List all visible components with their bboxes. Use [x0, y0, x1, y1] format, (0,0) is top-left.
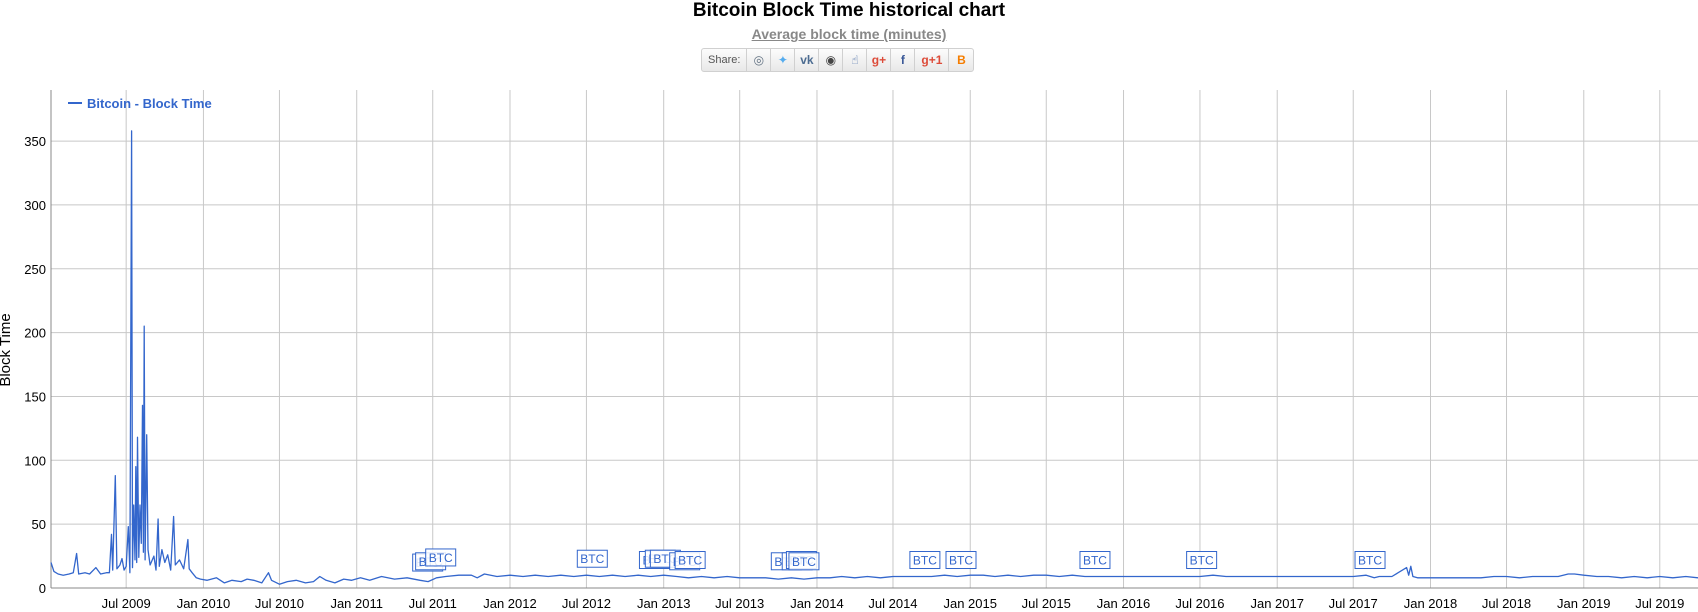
blogger-icon[interactable]: B [957, 53, 966, 67]
annotation-flag-label: BTC [580, 552, 604, 566]
facebook-icon[interactable]: f [891, 49, 916, 71]
x-tick-label: Jul 2017 [1329, 596, 1378, 611]
annotation-flag-box [945, 551, 977, 570]
annotation-flag-box [909, 551, 941, 570]
reddit-icon[interactable]: ◎ [747, 49, 772, 71]
y-axis: 0 50 100 150 200 250 300 350 [24, 90, 52, 596]
x-tick-label: Jul 2010 [255, 596, 304, 611]
like-icon[interactable]: ☝ [843, 49, 868, 71]
annotation-flag: BTC [1186, 551, 1218, 570]
y-tick-label: 50 [32, 517, 46, 532]
x-tick-label: Jul 2012 [562, 596, 611, 611]
y-tick-label: 250 [24, 262, 46, 277]
x-tick-label: Jul 2014 [868, 596, 917, 611]
annotation-flag-box [1354, 551, 1386, 570]
annotation-flags: BTCBTCBTCBTCBTCBTCBTCBTCBTCBTCBTCBTCBTCB… [412, 548, 1386, 572]
annotation-flag-label: BTC [1083, 554, 1107, 568]
annotation-flag-box [1186, 551, 1218, 570]
x-tick-label: Jan 2019 [1557, 596, 1611, 611]
annotation-flag-box [788, 552, 820, 571]
share-bar: Share: ◎ ✦ vk ◉ ☝ g+ f g+1 B [701, 48, 975, 72]
share-label: Share: [702, 49, 748, 71]
annotation-flag-label: BTC [792, 555, 816, 569]
grid [51, 90, 1698, 589]
x-tick-label: Jan 2010 [177, 596, 231, 611]
weibo-icon[interactable]: ◉ [819, 49, 844, 71]
chart-subtitle[interactable]: Average block time (minutes) [751, 26, 947, 42]
x-tick-label: Jan 2011 [330, 596, 383, 611]
legend-label[interactable]: Bitcoin - Block Time [87, 96, 212, 111]
x-tick-label: Jul 2015 [1022, 596, 1071, 611]
annotation-flag-label: BTC [913, 554, 937, 568]
x-tick-label: Jan 2018 [1404, 596, 1458, 611]
x-axis: Jul 2009 Jan 2010 Jul 2010 Jan 2011 Jul 2011… [51, 587, 1698, 611]
y-tick-label: 350 [24, 134, 46, 149]
x-tick-label: Jul 2019 [1635, 596, 1684, 611]
y-tick-label: 200 [24, 326, 46, 341]
x-tick-label: Jan 2015 [943, 596, 997, 611]
annotation-flag-label: BTC [1190, 554, 1214, 568]
vk-icon[interactable]: vk [795, 49, 820, 71]
google-plus-one-icon[interactable]: g+1 [915, 49, 950, 71]
x-tick-label: Jul 2009 [102, 596, 151, 611]
annotation-flag: BTC [945, 551, 977, 570]
annotation-flag: BTC [576, 549, 608, 568]
annotation-flag-label: BTC [429, 551, 453, 565]
annotation-flag-label: BTC [949, 554, 973, 568]
x-tick-label: Jan 2012 [483, 596, 537, 611]
y-axis-label: Block Time [0, 313, 14, 386]
series-line-group [50, 130, 1698, 585]
x-tick-label: Jul 2013 [715, 596, 764, 611]
annotation-flag: BTC [1079, 551, 1111, 570]
annotation-flag: BTC [1354, 551, 1386, 570]
annotation-flag-box [674, 551, 706, 570]
annotation-flag-box [1079, 551, 1111, 570]
y-tick-label: 0 [39, 581, 46, 596]
annotation-flag: BTC [425, 548, 457, 567]
annotation-flag-box [425, 548, 457, 567]
annotation-flag: BTC [674, 551, 706, 570]
annotation-flag-label: BTC [1358, 554, 1382, 568]
x-tick-label: Jan 2014 [790, 596, 844, 611]
annotation-flag: BTC [788, 552, 820, 571]
annotation-flag: BTC [909, 551, 941, 570]
x-tick-label: Jul 2018 [1482, 596, 1531, 611]
x-tick-label: Jan 2017 [1250, 596, 1304, 611]
series-line [50, 130, 1698, 585]
x-tick-label: Jul 2016 [1175, 596, 1224, 611]
annotation-flag-label: BTC [678, 554, 702, 568]
legend[interactable]: Bitcoin - Block Time [68, 96, 212, 111]
y-tick-label: 300 [24, 198, 46, 213]
x-tick-label: Jan 2013 [637, 596, 691, 611]
y-tick-label: 150 [24, 389, 46, 404]
x-tick-label: Jul 2011 [409, 596, 457, 611]
y-tick-label: 100 [24, 453, 46, 468]
chart-title: Bitcoin Block Time historical chart [692, 0, 1006, 21]
google-plus-icon[interactable]: g+ [867, 49, 892, 71]
twitter-icon[interactable]: ✦ [771, 49, 796, 71]
annotation-flag-box [576, 549, 608, 568]
x-tick-label: Jan 2016 [1097, 596, 1151, 611]
